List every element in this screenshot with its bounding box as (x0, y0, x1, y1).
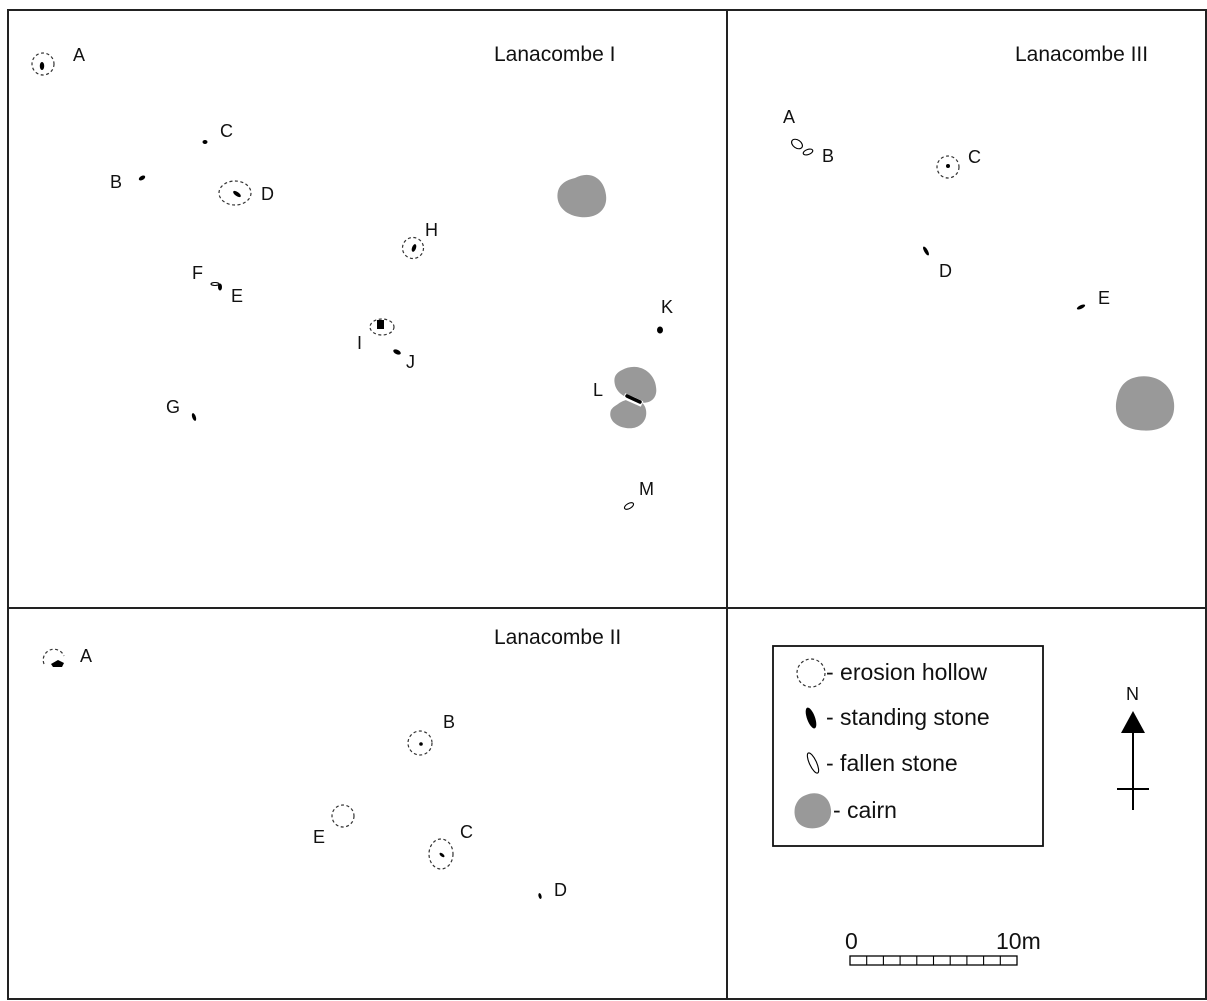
cairn (1115, 376, 1175, 431)
stone-label-a: A (783, 107, 795, 127)
stone-label-c: C (220, 121, 233, 141)
stone-label-b: B (443, 712, 455, 732)
erosion-hollow (407, 730, 433, 756)
cairn-icon (794, 793, 832, 829)
stone-label-j: J (406, 352, 415, 372)
fallen-stone-icon (806, 752, 820, 774)
panel-lanacombe-3: Lanacombe III A B C D E (783, 43, 1175, 431)
panel-lanacombe-2: Lanacombe II A B E C D (42, 626, 621, 900)
cairn (614, 366, 657, 403)
stone-label-g: G (166, 397, 180, 417)
standing-stone (946, 164, 950, 168)
fallen-stone (210, 281, 220, 287)
stone-label-i: I (357, 333, 362, 353)
stone-label-e: E (231, 286, 243, 306)
stone-label-e: E (313, 827, 325, 847)
standing-stone (923, 246, 929, 256)
stone-label-l: L (593, 380, 603, 400)
legend-item-fallen-stone: - fallen stone (806, 750, 958, 776)
scale-end-label: 10m (996, 928, 1041, 954)
panel-title: Lanacombe III (1015, 43, 1148, 66)
stone-label-d: D (261, 184, 274, 204)
legend-label: - erosion hollow (826, 659, 987, 685)
stone-label-c: C (968, 147, 981, 167)
standing-stone-icon (805, 707, 817, 729)
map-frame (7, 9, 1207, 1000)
standing-stone (538, 893, 542, 899)
stone-label-e: E (1098, 288, 1110, 308)
panel-title: Lanacombe I (494, 43, 615, 66)
standing-stone (377, 320, 384, 329)
legend-label: - cairn (833, 797, 897, 823)
stone-label-h: H (425, 220, 438, 240)
erosion-hollow (936, 155, 960, 179)
legend-item-cairn: - cairn (794, 793, 897, 829)
panel-lanacombe-1: Lanacombe I A B C D F E G H I J (31, 43, 673, 510)
erosion-hollow (218, 180, 252, 206)
cairn (610, 399, 647, 429)
erosion-hollow (42, 648, 65, 665)
legend-item-erosion-hollow: - erosion hollow (796, 658, 987, 688)
standing-stone (39, 62, 45, 70)
stone-label-a: A (73, 45, 85, 65)
stone-label-a: A (80, 646, 92, 666)
standing-stone (51, 660, 64, 667)
fallen-stone (802, 148, 814, 156)
standing-stone (202, 140, 208, 144)
standing-stone (625, 394, 642, 404)
standing-stone (191, 413, 197, 421)
standing-stone (411, 244, 417, 252)
standing-stone (138, 175, 146, 181)
scale-start-label: 0 (845, 928, 858, 954)
cairn (557, 174, 607, 218)
erosion-hollow (331, 804, 355, 828)
legend: - erosion hollow - standing stone - fall… (772, 645, 1044, 847)
legend-label: - standing stone (826, 704, 990, 730)
stone-label-k: K (661, 297, 673, 317)
outer-border (7, 9, 1207, 1000)
erosion-hollow-icon (796, 658, 826, 688)
legend-item-standing-stone: - standing stone (805, 704, 990, 730)
stone-label-d: D (554, 880, 567, 900)
erosion-hollow (401, 236, 425, 260)
standing-stone (439, 852, 445, 858)
standing-stone (393, 349, 401, 355)
scale-bar: 0 10m (845, 928, 1041, 966)
erosion-hollow (428, 838, 454, 870)
scale-bar-divisions (866, 956, 1001, 965)
stone-label-b: B (110, 172, 122, 192)
north-arrowhead (1121, 711, 1145, 733)
standing-stone (657, 326, 663, 334)
erosion-hollow (369, 318, 395, 336)
fallen-stone (791, 138, 803, 150)
standing-stone (1076, 304, 1086, 310)
legend-label: - fallen stone (826, 750, 958, 776)
erosion-hollow (31, 52, 55, 76)
standing-stone (233, 190, 241, 198)
stone-label-m: M (639, 479, 654, 499)
standing-stone (419, 742, 423, 746)
stone-label-b: B (822, 146, 834, 166)
fallen-stone (623, 502, 635, 510)
stone-label-d: D (939, 261, 952, 281)
north-arrow-icon: N (1117, 684, 1149, 810)
standing-stone (218, 283, 222, 291)
stone-label-c: C (460, 822, 473, 842)
panel-title: Lanacombe II (494, 626, 621, 649)
stone-label-f: F (192, 263, 203, 283)
north-label: N (1126, 684, 1139, 704)
